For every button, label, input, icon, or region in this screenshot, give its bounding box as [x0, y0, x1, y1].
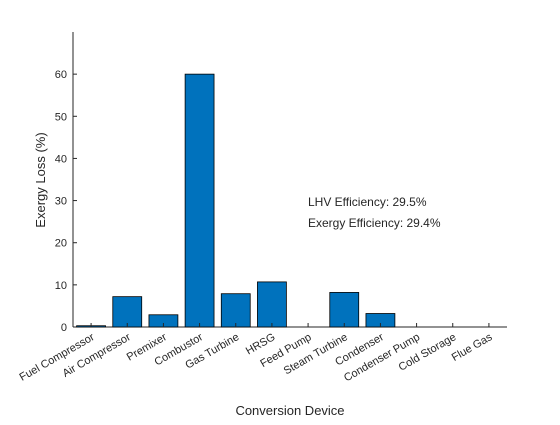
exergy-efficiency-annotation: Exergy Efficiency: 29.4% — [308, 216, 441, 230]
y-axis-label: Exergy Loss (%) — [33, 132, 48, 227]
y-tick-label: 40 — [55, 153, 67, 165]
y-tick-label: 10 — [55, 280, 67, 292]
bar — [112, 296, 143, 328]
bars — [76, 73, 396, 328]
y-ticks: 0 10 20 30 40 50 60 — [55, 69, 77, 334]
bar — [329, 292, 360, 328]
y-tick-label: 20 — [55, 238, 67, 250]
x-axis-label: Conversion Device — [235, 403, 344, 418]
axes-group — [72, 32, 507, 328]
bar — [257, 281, 287, 328]
lhv-efficiency-annotation: LHV Efficiency: 29.5% — [308, 195, 427, 209]
y-tick-label: 50 — [55, 111, 67, 123]
bar — [220, 293, 251, 328]
annotations: LHV Efficiency: 29.5% Exergy Efficiency:… — [308, 195, 441, 230]
x-tick-label: Flue Gas — [450, 331, 495, 364]
bar — [184, 73, 215, 328]
y-tick-label: 0 — [61, 322, 67, 334]
y-tick-label: 30 — [55, 196, 67, 208]
y-tick-label: 60 — [55, 69, 67, 81]
